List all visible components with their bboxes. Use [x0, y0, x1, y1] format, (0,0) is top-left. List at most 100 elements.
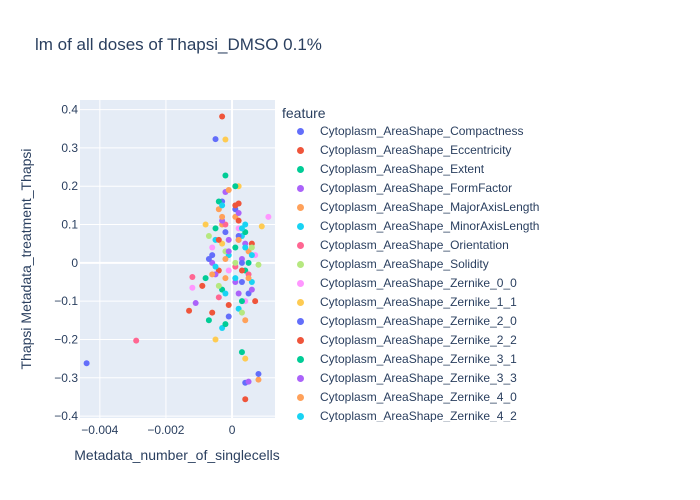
- data-point: [189, 274, 196, 281]
- data-point: [235, 290, 242, 297]
- legend-items: Cytoplasm_AreaShape_Compactness Cytoplasm…: [282, 122, 582, 422]
- data-point: [232, 183, 239, 190]
- data-point: [248, 244, 255, 251]
- y-tick-label: 0: [71, 256, 78, 270]
- x-tick-label: 0: [229, 423, 236, 437]
- data-point: [189, 284, 196, 291]
- data-point: [215, 236, 222, 243]
- data-point: [222, 229, 229, 236]
- data-point: [209, 271, 216, 278]
- legend-label: Cytoplasm_AreaShape_Orientation: [320, 238, 509, 252]
- data-point: [205, 317, 212, 324]
- legend-marker-icon: [297, 394, 304, 401]
- legend-item[interactable]: Cytoplasm_AreaShape_Zernike_0_0: [282, 274, 582, 293]
- x-axis-title: Metadata_number_of_singlecells: [74, 447, 279, 463]
- legend-label: Cytoplasm_AreaShape_Zernike_2_2: [320, 333, 517, 347]
- legend-item[interactable]: Cytoplasm_AreaShape_Zernike_3_1: [282, 350, 582, 369]
- data-point: [235, 217, 242, 224]
- legend-label: Cytoplasm_AreaShape_Zernike_2_0: [320, 314, 517, 328]
- data-point: [212, 336, 219, 343]
- legend-item[interactable]: Cytoplasm_AreaShape_MinorAxisLength: [282, 217, 582, 236]
- legend-marker-icon: [297, 223, 304, 230]
- legend-label: Cytoplasm_AreaShape_Zernike_3_3: [320, 371, 517, 385]
- legend-item[interactable]: Cytoplasm_AreaShape_MajorAxisLength: [282, 198, 582, 217]
- data-point: [242, 317, 249, 324]
- data-point: [235, 236, 242, 243]
- legend-item[interactable]: Cytoplasm_AreaShape_Eccentricity: [282, 141, 582, 160]
- legend-title: feature: [282, 105, 326, 121]
- legend-marker-icon: [297, 318, 304, 325]
- data-point: [202, 275, 209, 282]
- legend-item[interactable]: Cytoplasm_AreaShape_Zernike_4_0: [282, 388, 582, 407]
- data-point: [222, 275, 229, 282]
- legend-item[interactable]: Cytoplasm_AreaShape_FormFactor: [282, 179, 582, 198]
- legend-label: Cytoplasm_AreaShape_Zernike_3_1: [320, 352, 517, 366]
- data-point: [242, 396, 249, 403]
- legend-marker-icon: [297, 166, 304, 173]
- data-point: [83, 360, 90, 367]
- legend-label: Cytoplasm_AreaShape_FormFactor: [320, 181, 513, 195]
- data-point: [212, 263, 219, 270]
- x-tick-label: −0.004: [81, 423, 118, 437]
- data-point: [192, 300, 199, 307]
- data-point: [225, 301, 232, 308]
- legend-label: Cytoplasm_AreaShape_Zernike_4_0: [320, 390, 517, 404]
- data-point: [225, 313, 232, 320]
- data-point: [225, 236, 232, 243]
- legend-item[interactable]: Cytoplasm_AreaShape_Compactness: [282, 122, 582, 141]
- legend-item[interactable]: Cytoplasm_AreaShape_Zernike_2_2: [282, 331, 582, 350]
- data-point: [242, 355, 249, 362]
- data-point: [212, 225, 219, 232]
- data-point: [242, 244, 249, 251]
- x-tick-labels: −0.004 −0.002 0: [81, 423, 235, 437]
- data-point: [238, 278, 245, 285]
- data-point: [215, 294, 222, 301]
- y-tick-label: −0.1: [54, 294, 78, 308]
- data-point: [222, 136, 229, 143]
- legend-label: Cytoplasm_AreaShape_Zernike_0_0: [320, 276, 517, 290]
- y-tick-label: 0.3: [61, 141, 78, 155]
- legend-item[interactable]: Cytoplasm_AreaShape_Zernike_2_0: [282, 312, 582, 331]
- data-point: [238, 225, 245, 232]
- legend-label: Cytoplasm_AreaShape_Extent: [320, 162, 485, 176]
- data-point: [215, 282, 222, 289]
- legend-item[interactable]: Cytoplasm_AreaShape_Zernike_3_3: [282, 369, 582, 388]
- data-point: [235, 210, 242, 217]
- data-point: [205, 256, 212, 262]
- y-tick-label: −0.3: [54, 371, 78, 385]
- legend-item[interactable]: Cytoplasm_AreaShape_Zernike_4_2: [282, 407, 582, 422]
- legend-item[interactable]: Cytoplasm_AreaShape_Zernike_1_1: [282, 293, 582, 312]
- legend-marker-icon: [297, 128, 304, 135]
- legend-item[interactable]: Cytoplasm_AreaShape_Extent: [282, 160, 582, 179]
- data-point: [245, 275, 252, 282]
- legend-item[interactable]: Cytoplasm_AreaShape_Solidity: [282, 255, 582, 274]
- data-point: [219, 202, 226, 209]
- data-point: [252, 298, 259, 305]
- data-point: [209, 244, 216, 251]
- x-tick-label: −0.002: [147, 423, 184, 437]
- data-point: [232, 259, 239, 266]
- legend-label: Cytoplasm_AreaShape_Eccentricity: [320, 143, 512, 157]
- y-tick-label: 0.1: [61, 218, 78, 232]
- data-point: [258, 223, 265, 230]
- y-tick-label: 0.2: [61, 179, 78, 193]
- legend-marker-icon: [297, 413, 304, 420]
- data-point: [225, 267, 232, 274]
- legend-label: Cytoplasm_AreaShape_Zernike_4_2: [320, 409, 517, 422]
- legend-marker-icon: [297, 204, 304, 211]
- legend-label: Cytoplasm_AreaShape_MajorAxisLength: [320, 200, 540, 214]
- data-point: [238, 267, 245, 274]
- legend-item[interactable]: Cytoplasm_AreaShape_Orientation: [282, 236, 582, 255]
- legend-label: Cytoplasm_AreaShape_MinorAxisLength: [320, 219, 540, 233]
- data-point: [209, 309, 216, 316]
- data-point: [238, 309, 245, 316]
- data-point: [186, 307, 193, 314]
- data-point: [255, 376, 262, 383]
- legend-marker-icon: [297, 147, 304, 154]
- data-point: [225, 187, 232, 194]
- y-axis-title: Thapsi Metadata_treatment_Thapsi: [18, 148, 34, 369]
- data-point: [238, 259, 245, 266]
- legend-label: Cytoplasm_AreaShape_Zernike_1_1: [320, 295, 517, 309]
- data-point: [265, 213, 272, 220]
